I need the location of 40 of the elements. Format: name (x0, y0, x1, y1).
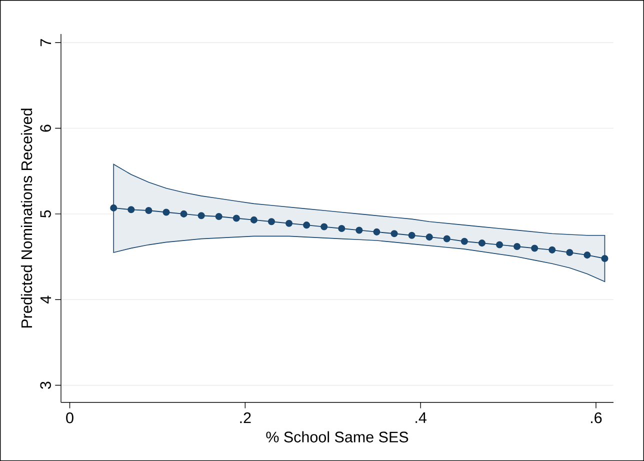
point (338, 224, 346, 232)
point (531, 244, 538, 252)
point (548, 246, 556, 254)
y-tick-label: 6 (40, 124, 51, 132)
y-tick-label: 3 (40, 382, 51, 389)
point (584, 251, 591, 259)
point (356, 226, 363, 234)
point (128, 206, 135, 214)
point (514, 242, 521, 250)
point (460, 238, 468, 245)
x-tick-label: .6 (591, 412, 602, 424)
point (198, 212, 205, 220)
y-tick-label: 7 (40, 39, 51, 46)
point (390, 230, 398, 238)
point (320, 223, 328, 230)
y-axis-title: Predicted Nominations Received (20, 108, 32, 328)
y-tick-label: 4 (40, 296, 51, 304)
x-tick-label: 0 (66, 412, 74, 424)
y-tick-label: 5 (40, 210, 51, 218)
point (180, 210, 188, 218)
point (250, 216, 258, 224)
x-tick-label: .2 (240, 412, 251, 423)
point (303, 221, 310, 229)
point (110, 204, 118, 212)
point (215, 212, 222, 220)
point (408, 232, 416, 239)
point (373, 228, 380, 236)
point (496, 241, 504, 248)
point (285, 220, 293, 227)
point (443, 235, 450, 242)
point (145, 206, 152, 214)
point (162, 208, 170, 216)
x-tick-label: .4 (416, 412, 426, 423)
point (268, 218, 275, 226)
x-axis-title: % School Same SES (266, 431, 408, 442)
point (601, 254, 608, 262)
point (478, 239, 486, 247)
point (426, 233, 433, 241)
point (566, 248, 574, 256)
point (232, 214, 240, 222)
